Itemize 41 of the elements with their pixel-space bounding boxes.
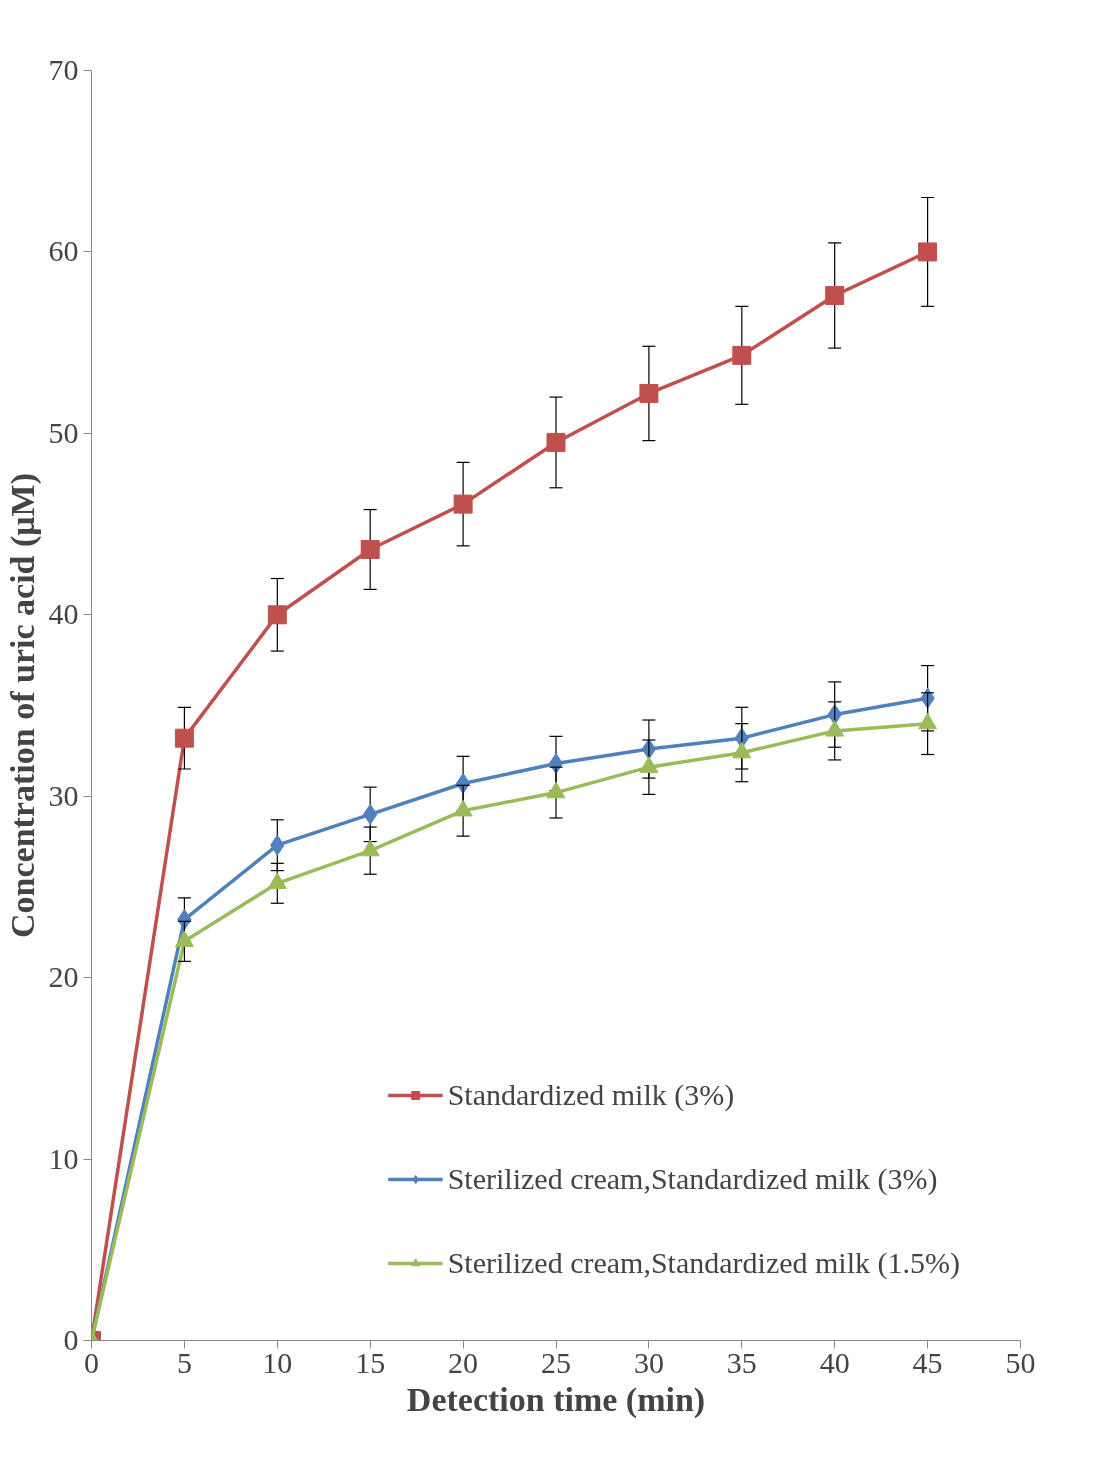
point bbox=[174, 930, 194, 948]
x-tick-label: 25 bbox=[541, 1345, 571, 1379]
y-tick-label: 70 bbox=[48, 53, 79, 86]
y-tick-label: 20 bbox=[48, 960, 79, 994]
x-tick-label: 20 bbox=[448, 1345, 479, 1379]
point bbox=[825, 720, 845, 737]
point bbox=[174, 728, 194, 748]
point bbox=[918, 242, 938, 262]
point bbox=[360, 839, 380, 857]
y-tick-label: 50 bbox=[48, 415, 79, 449]
point bbox=[453, 799, 473, 817]
legend-label: Sterilized cream,Standardized milk (1.5%) bbox=[447, 1246, 960, 1280]
x-tick-label: 40 bbox=[819, 1345, 850, 1379]
point bbox=[732, 741, 752, 759]
point bbox=[267, 605, 287, 625]
point bbox=[918, 712, 938, 730]
x-tick-label: 15 bbox=[355, 1345, 386, 1379]
x-tick-label: 10 bbox=[262, 1345, 293, 1379]
point bbox=[639, 383, 659, 403]
legend-label: Sterilized cream,Standardized milk (3%) bbox=[447, 1162, 938, 1196]
y-tick-label: 0 bbox=[63, 1323, 79, 1356]
point bbox=[453, 494, 473, 514]
y-axis-title: Concentration of uric acid (μM) bbox=[3, 473, 42, 938]
point bbox=[546, 781, 566, 799]
x-tick-label: 45 bbox=[912, 1345, 943, 1379]
legend-label: Standardized milk (3%) bbox=[447, 1078, 735, 1112]
point bbox=[639, 756, 659, 773]
point bbox=[732, 345, 752, 365]
point bbox=[360, 539, 380, 559]
point bbox=[825, 285, 845, 305]
x-tick-label: 5 bbox=[176, 1345, 192, 1379]
y-tick-label: 30 bbox=[48, 778, 79, 812]
x-tick-label: 30 bbox=[633, 1345, 664, 1379]
x-tick-label: 35 bbox=[726, 1345, 757, 1379]
point bbox=[267, 872, 287, 889]
y-tick-label: 10 bbox=[48, 1141, 79, 1175]
y-tick-label: 60 bbox=[48, 234, 79, 268]
x-axis-title: Detection time (min) bbox=[406, 1380, 706, 1419]
point bbox=[546, 432, 566, 452]
y-tick-label: 40 bbox=[48, 597, 79, 631]
x-tick-label: 50 bbox=[1005, 1345, 1036, 1379]
